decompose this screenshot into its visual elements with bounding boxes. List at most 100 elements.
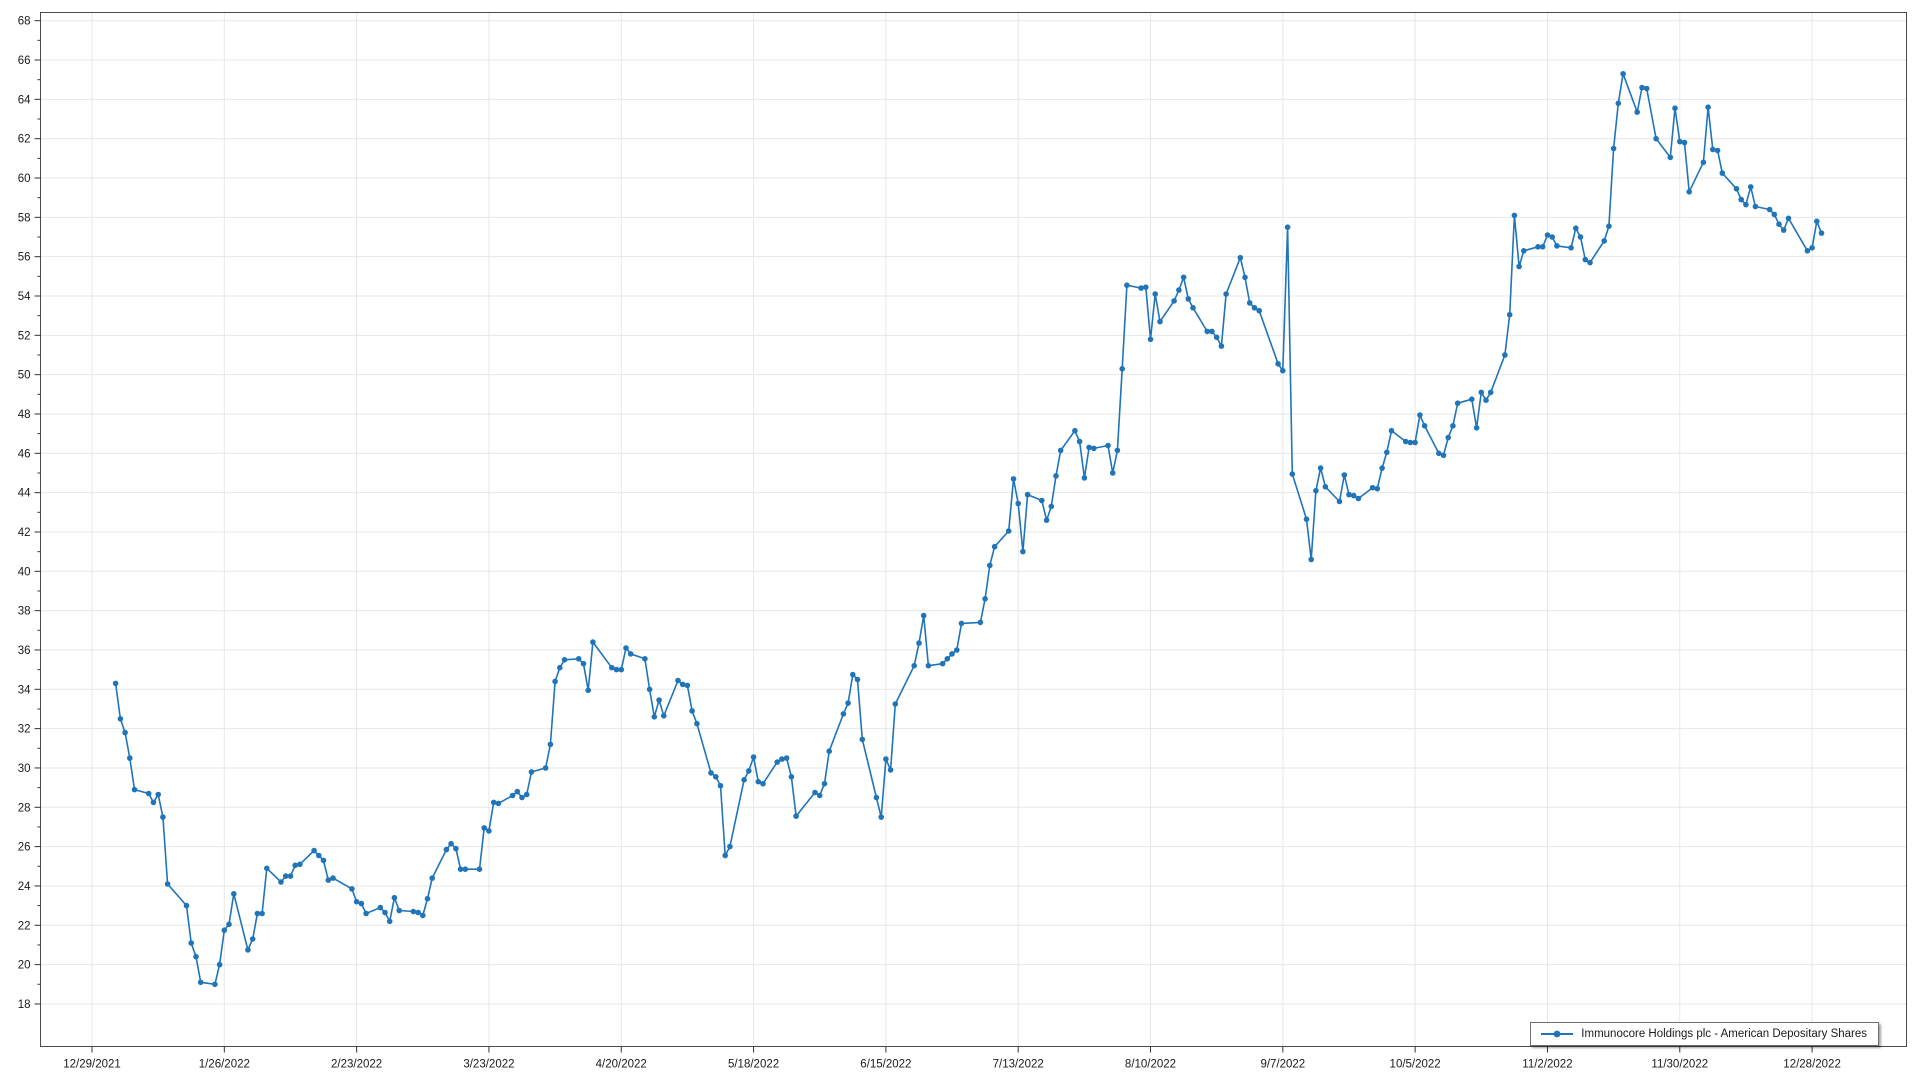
data-point-marker [1450,423,1456,429]
data-point-marker [812,789,818,796]
data-point-marker [887,767,894,773]
data-point-marker [944,656,951,662]
axis-ticks [34,20,1813,1053]
data-point-marker [1705,104,1711,110]
data-point-marker [1672,105,1678,111]
data-point-marker [363,910,369,917]
data-point-marker [1469,396,1475,403]
data-point-marker [750,754,757,760]
data-point-marker [1072,427,1078,434]
data-point-marker [1256,307,1262,314]
data-point-marker [788,774,795,780]
data-point-marker [145,790,152,797]
data-point-marker [127,755,133,761]
svg-text:34: 34 [18,684,31,696]
data-point-marker [1350,492,1357,499]
data-point-marker [1771,211,1778,218]
data-point-marker [1374,485,1381,492]
svg-text:66: 66 [18,55,31,67]
data-point-marker [1388,427,1395,434]
data-point-marker [1109,470,1116,476]
data-point-marker [708,770,714,776]
data-point-marker [878,814,884,820]
data-point-marker [1204,328,1210,335]
data-point-marker [259,910,265,917]
legend-item[interactable]: Immunocore Holdings plc - American Depos… [1540,1028,1867,1040]
data-point-marker [160,814,166,820]
data-point-marker [476,866,483,872]
data-point-marker [1369,484,1376,491]
data-point-marker [675,677,681,684]
data-point-marker [122,729,128,736]
data-point-marker [1478,389,1485,396]
data-point-marker [1317,465,1324,471]
data-point-marker [1634,109,1640,115]
data-point-marker [1487,389,1494,396]
data-point-marker [684,682,691,689]
data-point-marker [509,792,516,799]
data-point-marker [779,756,785,762]
data-point-marker [1355,495,1362,502]
data-point-marker [226,921,232,928]
data-point-marker [925,662,932,669]
data-point-marker [1010,476,1017,482]
data-point-marker [495,800,502,807]
data-point-marker [1743,201,1749,208]
svg-text:7/13/2022: 7/13/2022 [993,1059,1044,1071]
svg-text:24: 24 [18,881,31,893]
svg-text:46: 46 [18,448,31,460]
data-point-marker [1346,491,1352,498]
data-point-marker [1091,445,1097,452]
data-point-marker [1081,475,1088,481]
data-point-marker [1322,484,1329,490]
svg-text:38: 38 [18,606,31,618]
data-point-marker [514,788,521,795]
data-point-marker [954,647,960,653]
data-point-marker [646,686,653,693]
data-point-marker [264,865,270,872]
data-point-marker [1601,238,1607,244]
data-point-marker [254,910,261,917]
data-point-marker [1483,397,1489,404]
data-point-marker [231,891,237,897]
data-point-marker [580,660,587,667]
svg-text:18: 18 [18,999,31,1011]
data-point-marker [755,778,762,785]
data-point-marker [420,912,426,919]
data-point-marker [1223,291,1229,297]
svg-text:6/15/2022: 6/15/2022 [860,1059,911,1071]
data-point-marker [1209,328,1215,335]
data-point-marker [1284,224,1291,230]
data-point-marker [1738,196,1744,203]
data-point-marker [415,909,421,916]
plot-border [40,12,1907,1047]
data-point-marker [519,794,525,801]
svg-text:32: 32 [18,724,31,736]
svg-text:12/28/2022: 12/28/2022 [1783,1059,1841,1071]
data-point-marker [727,843,733,850]
data-point-marker [1516,263,1522,270]
svg-text:11/30/2022: 11/30/2022 [1651,1059,1708,1071]
data-point-marker [1473,425,1480,431]
price-line-series [112,71,1825,988]
data-point-marker [1020,548,1026,555]
svg-text:44: 44 [18,488,31,500]
data-point-marker [542,765,549,771]
data-point-marker [1539,244,1546,250]
svg-text:36: 36 [18,645,31,657]
data-point-marker [1407,439,1414,446]
svg-text:28: 28 [18,802,31,814]
data-point-marker [1275,361,1281,367]
svg-text:20: 20 [18,960,31,972]
data-point-marker [1384,449,1390,456]
data-point-marker [1681,139,1688,146]
data-point-marker [1506,311,1513,318]
data-point-marker [1057,447,1064,454]
data-point-marker [661,713,667,719]
data-point-marker [1053,473,1059,479]
data-point-marker [613,666,620,673]
data-point-marker [1143,284,1149,291]
data-point-marker [523,791,530,798]
data-point-marker [1606,223,1612,229]
